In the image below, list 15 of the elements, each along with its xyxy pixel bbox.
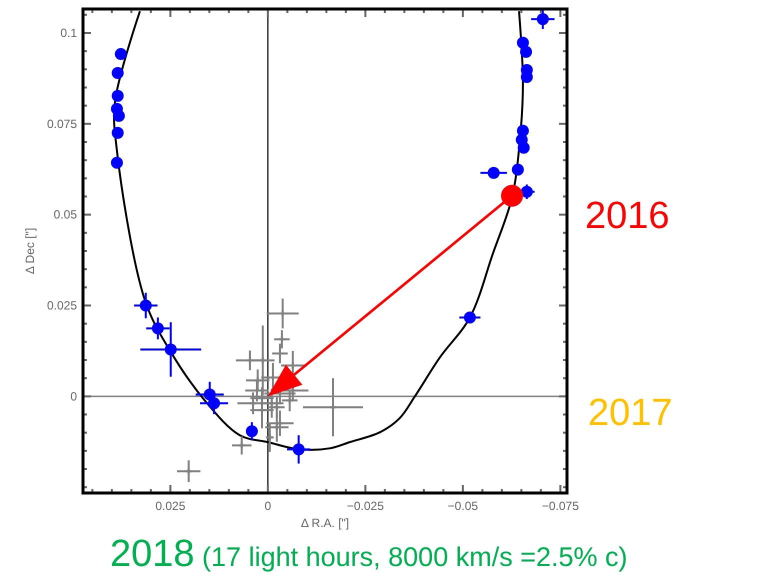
text: 2016 bbox=[585, 195, 670, 237]
y-tick-label: 0.1 bbox=[60, 26, 78, 40]
x-tick-label: 0.025 bbox=[155, 499, 186, 513]
x-tick-label: −0.05 bbox=[448, 499, 478, 513]
text: 2018 (17 light hours, 8000 km/s =2.5% c) bbox=[110, 533, 628, 575]
y-tick-label: 0 bbox=[70, 389, 78, 404]
y-tick-label: 0.05 bbox=[54, 208, 78, 222]
x-tick-label: 0 bbox=[264, 499, 272, 513]
y-axis-title: Δ Dec ["] bbox=[23, 228, 37, 274]
y-tick-label: 0.075 bbox=[46, 116, 78, 131]
x-tick-label: −0.025 bbox=[346, 499, 384, 513]
text: 2017 bbox=[588, 392, 673, 434]
y-tick-label: 0.025 bbox=[46, 298, 78, 313]
x-tick-label: −0.075 bbox=[542, 499, 580, 513]
x-axis-title: Δ R.A. ["] bbox=[300, 516, 350, 530]
